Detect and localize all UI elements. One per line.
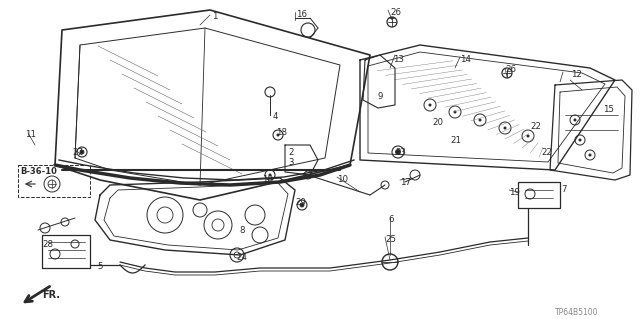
Text: 14: 14 xyxy=(460,55,471,64)
Circle shape xyxy=(527,135,529,137)
Text: 26: 26 xyxy=(505,65,516,74)
Text: 13: 13 xyxy=(393,55,404,64)
Text: 3: 3 xyxy=(288,158,294,167)
Text: 21: 21 xyxy=(450,136,461,145)
Circle shape xyxy=(396,150,401,154)
Text: 15: 15 xyxy=(603,105,614,114)
Circle shape xyxy=(504,127,506,130)
Text: 16: 16 xyxy=(296,10,307,19)
Circle shape xyxy=(479,118,481,122)
Circle shape xyxy=(269,174,271,176)
Circle shape xyxy=(579,138,582,142)
Text: 1: 1 xyxy=(212,12,218,21)
Text: TP64B5100: TP64B5100 xyxy=(555,308,598,317)
Text: 9: 9 xyxy=(378,92,383,101)
Text: 8: 8 xyxy=(239,226,244,235)
Text: 17: 17 xyxy=(400,178,411,187)
Circle shape xyxy=(573,118,577,122)
Text: 6: 6 xyxy=(388,215,394,224)
Circle shape xyxy=(454,110,456,114)
Circle shape xyxy=(276,133,280,137)
Text: 26: 26 xyxy=(390,8,401,17)
Text: 29: 29 xyxy=(295,198,306,207)
Text: 18: 18 xyxy=(276,128,287,137)
Text: 24: 24 xyxy=(236,253,247,262)
Circle shape xyxy=(429,103,431,107)
Text: 25: 25 xyxy=(385,235,396,244)
Text: B-36-10: B-36-10 xyxy=(20,167,57,176)
Text: 22: 22 xyxy=(530,122,541,131)
Text: 20: 20 xyxy=(432,118,443,127)
Bar xyxy=(18,165,90,197)
Text: 18: 18 xyxy=(262,175,273,184)
Text: 12: 12 xyxy=(571,70,582,79)
Text: 7: 7 xyxy=(561,185,566,194)
Text: 11: 11 xyxy=(25,130,36,139)
Text: 2: 2 xyxy=(288,148,294,157)
Text: 10: 10 xyxy=(337,175,348,184)
Text: 23: 23 xyxy=(395,148,406,157)
Text: 19: 19 xyxy=(509,188,520,197)
Text: 5: 5 xyxy=(97,262,102,271)
Circle shape xyxy=(80,150,84,154)
Text: 22: 22 xyxy=(541,148,552,157)
Text: 4: 4 xyxy=(273,112,278,121)
Text: 27: 27 xyxy=(72,148,83,157)
Text: FR.: FR. xyxy=(42,290,60,300)
Circle shape xyxy=(300,203,304,207)
Text: 28: 28 xyxy=(42,240,53,249)
Circle shape xyxy=(589,153,591,157)
